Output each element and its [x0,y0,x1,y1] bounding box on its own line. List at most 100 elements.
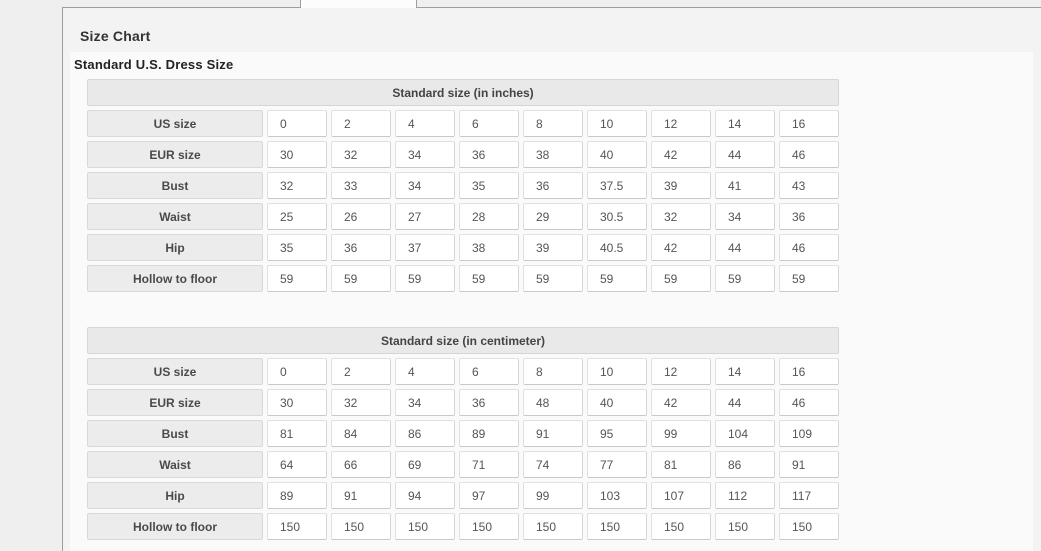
value-cell: 32 [267,172,327,199]
value-cell: 34 [395,141,455,168]
value-cell: 150 [523,513,583,540]
value-cell: 107 [651,482,711,509]
value-cell: 59 [459,265,519,292]
value-cell: 150 [331,513,391,540]
value-cell: 38 [459,234,519,261]
tables-container: Standard size (in inches) US size 0 2 4 6 8 10 1… [83,75,843,551]
row-label: Hip [87,482,263,509]
value-cell: 74 [523,451,583,478]
value-cell: 37 [395,234,455,261]
value-cell: 34 [395,389,455,416]
value-cell: 30.5 [587,203,647,230]
page-title: Size Chart [80,28,151,44]
value-cell: 91 [779,451,839,478]
value-cell: 33 [331,172,391,199]
value-cell: 150 [715,513,775,540]
active-tab-remnant[interactable] [300,0,417,8]
value-cell: 81 [267,420,327,447]
value-cell: 150 [459,513,519,540]
value-cell: 44 [715,389,775,416]
row-label: Waist [87,451,263,478]
value-cell: 0 [267,358,327,385]
value-cell: 32 [331,141,391,168]
value-cell: 103 [587,482,647,509]
table-caption-row: Standard size (in centimeter) [87,327,839,354]
value-cell: 44 [715,234,775,261]
value-cell: 28 [459,203,519,230]
value-cell: 104 [715,420,775,447]
value-cell: 44 [715,141,775,168]
row-label: Bust [87,420,263,447]
value-cell: 37.5 [587,172,647,199]
value-cell: 30 [267,141,327,168]
value-cell: 59 [651,265,711,292]
row-label: Waist [87,203,263,230]
value-cell: 150 [267,513,327,540]
section-title: Standard U.S. Dress Size [74,57,234,72]
value-cell: 2 [331,358,391,385]
value-cell: 42 [651,141,711,168]
value-cell: 66 [331,451,391,478]
value-cell: 59 [523,265,583,292]
value-cell: 16 [779,358,839,385]
value-cell: 69 [395,451,455,478]
value-cell: 43 [779,172,839,199]
size-chart-section: Standard U.S. Dress Size Standard size (… [70,52,1033,551]
value-cell: 59 [331,265,391,292]
row-label: EUR size [87,141,263,168]
table-row: Hip 35 36 37 38 39 40.5 42 44 46 [87,234,839,261]
value-cell: 12 [651,110,711,137]
value-cell: 112 [715,482,775,509]
content-panel: Size Chart Standard U.S. Dress Size Stan… [62,7,1041,551]
table-row: Hollow to floor 150 150 150 150 150 150 150 150 1… [87,513,839,540]
table-caption: Standard size (in centimeter) [87,327,839,354]
row-label: Bust [87,172,263,199]
value-cell: 59 [395,265,455,292]
value-cell: 59 [715,265,775,292]
table-row: EUR size 30 32 34 36 48 40 42 44 46 [87,389,839,416]
table-row: EUR size 30 32 34 36 38 40 42 44 46 [87,141,839,168]
value-cell: 35 [459,172,519,199]
value-cell: 99 [523,482,583,509]
table-caption: Standard size (in inches) [87,79,839,106]
value-cell: 14 [715,358,775,385]
value-cell: 32 [331,389,391,416]
value-cell: 41 [715,172,775,199]
row-label: Hollow to floor [87,513,263,540]
value-cell: 46 [779,389,839,416]
value-cell: 6 [459,110,519,137]
value-cell: 91 [523,420,583,447]
table-caption-row: Standard size (in inches) [87,79,839,106]
value-cell: 36 [459,389,519,416]
value-cell: 27 [395,203,455,230]
value-cell: 48 [523,389,583,416]
value-cell: 89 [459,420,519,447]
row-label: US size [87,110,263,137]
value-cell: 97 [459,482,519,509]
value-cell: 59 [587,265,647,292]
value-cell: 109 [779,420,839,447]
value-cell: 84 [331,420,391,447]
value-cell: 36 [779,203,839,230]
value-cell: 4 [395,110,455,137]
value-cell: 32 [651,203,711,230]
value-cell: 12 [651,358,711,385]
value-cell: 36 [523,172,583,199]
value-cell: 10 [587,358,647,385]
value-cell: 117 [779,482,839,509]
value-cell: 99 [651,420,711,447]
value-cell: 89 [267,482,327,509]
value-cell: 25 [267,203,327,230]
value-cell: 59 [779,265,839,292]
value-cell: 150 [651,513,711,540]
value-cell: 94 [395,482,455,509]
value-cell: 14 [715,110,775,137]
table-row: US size 0 2 4 6 8 10 12 14 16 [87,110,839,137]
value-cell: 36 [331,234,391,261]
row-label: EUR size [87,389,263,416]
value-cell: 39 [523,234,583,261]
size-table-centimeter: Standard size (in centimeter) US size 0 2 4 6… [83,323,843,544]
value-cell: 26 [331,203,391,230]
value-cell: 40.5 [587,234,647,261]
